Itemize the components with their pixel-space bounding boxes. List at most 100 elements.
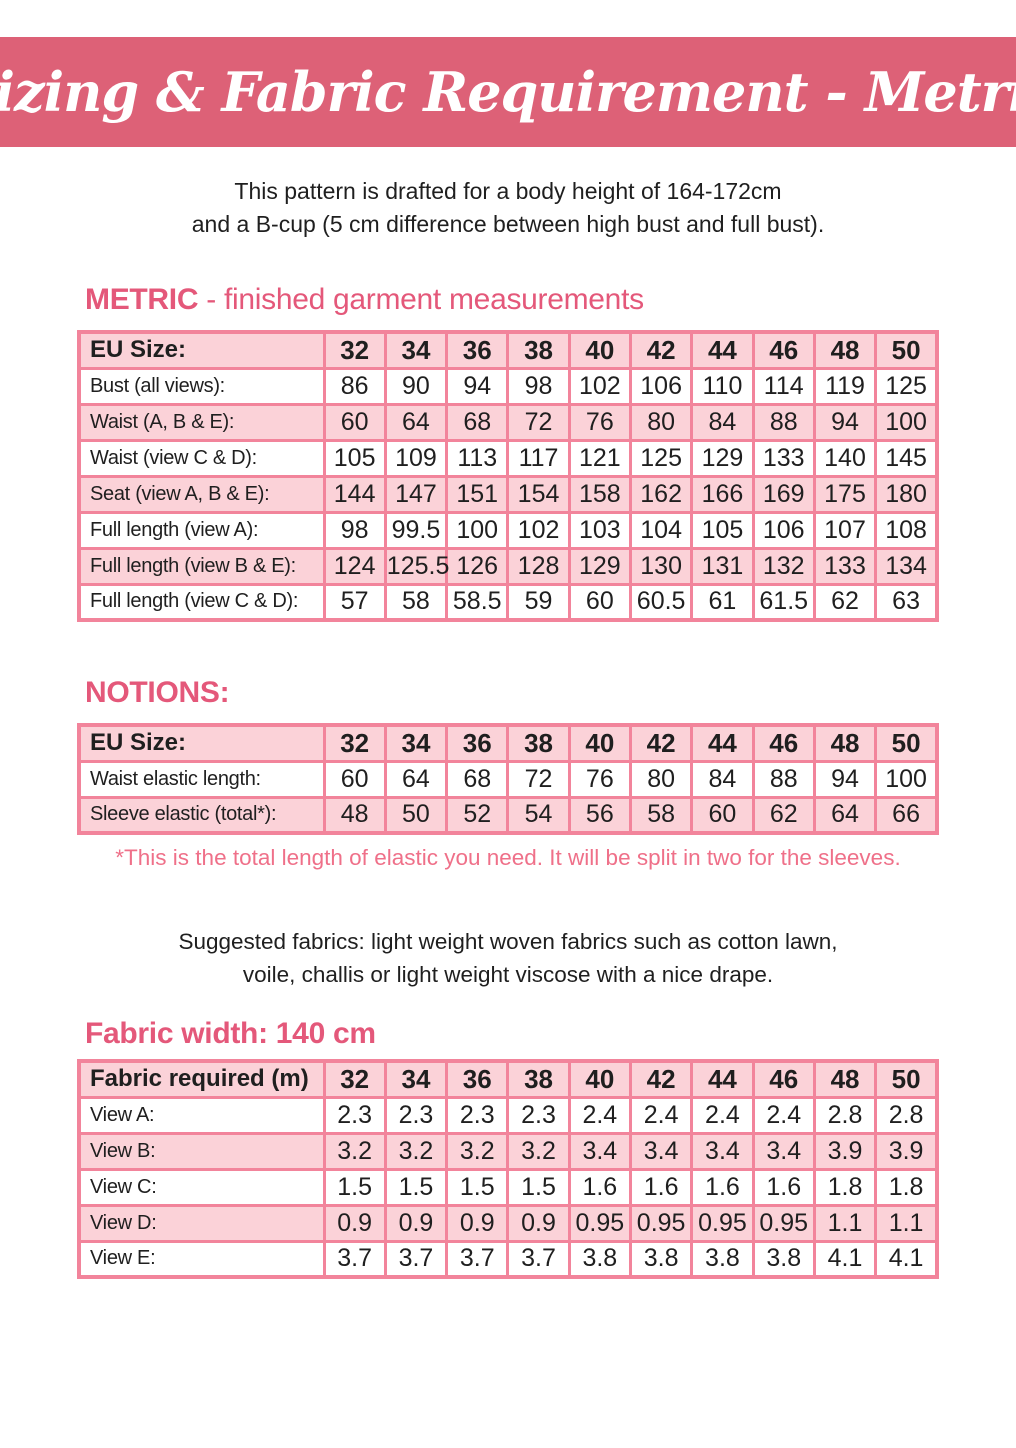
size-header-cell: 40	[567, 1059, 632, 1099]
size-header-cell: 44	[690, 723, 755, 763]
value-cell: 3.8	[690, 1239, 755, 1279]
value-cell: 147	[383, 474, 449, 514]
value-cell: 84	[690, 402, 755, 442]
value-cell: 88	[751, 759, 816, 799]
size-header-cell: 50	[874, 723, 939, 763]
value-cell: 63	[874, 582, 939, 622]
value-cell: 2.8	[812, 1095, 878, 1135]
table-row: Bust (all views): 86 90 94 98 102 106 110 114 119…	[77, 366, 939, 406]
value-cell: 1.6	[690, 1167, 755, 1207]
size-header-cell: 34	[383, 723, 449, 763]
value-cell: 60	[690, 795, 755, 835]
value-cell: 1.1	[874, 1203, 939, 1243]
value-cell: 113	[445, 438, 510, 478]
row-label: Waist elastic length:	[77, 759, 326, 799]
value-cell: 80	[628, 402, 694, 442]
table-row: Sleeve elastic (total*): 48 50 52 54 56 58 60 62…	[77, 795, 939, 835]
value-cell: 72	[506, 759, 571, 799]
value-cell: 3.2	[322, 1131, 387, 1171]
value-cell: 105	[322, 438, 387, 478]
table-row: View A: 2.3 2.3 2.3 2.3 2.4 2.4 2.4 2.4 2.8 2.8	[77, 1095, 939, 1135]
table-row: Seat (view A, B & E): 144 147 151 154 158 162 1…	[77, 474, 939, 514]
value-cell: 76	[567, 402, 632, 442]
value-cell: 68	[445, 402, 510, 442]
value-cell: 102	[567, 366, 632, 406]
suggested-fabrics-text: Suggested fabrics: light weight woven fa…	[77, 925, 939, 991]
size-header-cell: 34	[383, 330, 449, 370]
value-cell: 1.6	[567, 1167, 632, 1207]
value-cell: 61	[690, 582, 755, 622]
value-cell: 1.6	[751, 1167, 816, 1207]
table-header-label: Fabric required (m)	[77, 1059, 326, 1099]
content-area: METRIC - finished garment measurements E…	[77, 283, 939, 1279]
value-cell: 105	[690, 510, 755, 550]
value-cell: 4.1	[874, 1239, 939, 1279]
row-label: View D:	[77, 1203, 326, 1243]
size-header-cell: 42	[628, 723, 694, 763]
value-cell: 3.2	[383, 1131, 449, 1171]
value-cell: 126	[445, 546, 510, 586]
value-cell: 54	[506, 795, 571, 835]
table-row: View E: 3.7 3.7 3.7 3.7 3.8 3.8 3.8 3.8 4.1 4.1	[77, 1239, 939, 1279]
value-cell: 64	[383, 402, 449, 442]
metric-measurements-table: EU Size: 32 34 36 38 40 42 44 46 48 50 Bust (all vi…	[77, 330, 939, 622]
value-cell: 94	[812, 759, 878, 799]
row-label: View A:	[77, 1095, 326, 1135]
value-cell: 56	[567, 795, 632, 835]
fabric-required-table-grid: Fabric required (m) 32 34 36 38 40 42 44 46 48 50 V…	[77, 1059, 939, 1279]
row-label: Waist (view C & D):	[77, 438, 326, 478]
value-cell: 66	[874, 795, 939, 835]
value-cell: 166	[690, 474, 755, 514]
size-header-cell: 38	[506, 330, 571, 370]
page-title: Sizing & Fabric Requirement - Metric	[0, 60, 1016, 124]
value-cell: 133	[812, 546, 878, 586]
value-cell: 175	[812, 474, 878, 514]
value-cell: 125.5	[383, 546, 449, 586]
value-cell: 58	[383, 582, 449, 622]
value-cell: 140	[812, 438, 878, 478]
value-cell: 169	[751, 474, 816, 514]
value-cell: 109	[383, 438, 449, 478]
value-cell: 1.5	[383, 1167, 449, 1207]
value-cell: 0.95	[751, 1203, 816, 1243]
value-cell: 100	[874, 759, 939, 799]
metric-section-heading: METRIC - finished garment measurements	[85, 283, 939, 317]
value-cell: 2.3	[383, 1095, 449, 1135]
value-cell: 3.7	[383, 1239, 449, 1279]
value-cell: 3.4	[567, 1131, 632, 1171]
value-cell: 3.9	[874, 1131, 939, 1171]
value-cell: 131	[690, 546, 755, 586]
value-cell: 64	[812, 795, 878, 835]
value-cell: 3.7	[322, 1239, 387, 1279]
value-cell: 60.5	[628, 582, 694, 622]
value-cell: 58	[628, 795, 694, 835]
value-cell: 98	[322, 510, 387, 550]
size-header-cell: 50	[874, 330, 939, 370]
table-header-label: EU Size:	[77, 330, 326, 370]
suggested-fabrics-line-2: voile, challis or light weight viscose w…	[242, 962, 774, 987]
elastic-note: *This is the total length of elastic you…	[115, 845, 901, 870]
value-cell: 130	[628, 546, 694, 586]
value-cell: 48	[322, 795, 387, 835]
value-cell: 76	[567, 759, 632, 799]
size-header-cell: 36	[445, 330, 510, 370]
size-header-cell: 32	[322, 330, 387, 370]
value-cell: 94	[445, 366, 510, 406]
size-header-cell: 44	[690, 330, 755, 370]
value-cell: 80	[628, 759, 694, 799]
size-header-cell: 50	[874, 1059, 939, 1099]
value-cell: 68	[445, 759, 510, 799]
size-header-cell: 48	[812, 1059, 878, 1099]
value-cell: 0.9	[506, 1203, 571, 1243]
value-cell: 99.5	[383, 510, 449, 550]
table-row: View B: 3.2 3.2 3.2 3.2 3.4 3.4 3.4 3.4 3.9 3.9	[77, 1131, 939, 1171]
value-cell: 0.9	[383, 1203, 449, 1243]
value-cell: 59	[506, 582, 571, 622]
value-cell: 108	[874, 510, 939, 550]
value-cell: 106	[751, 510, 816, 550]
value-cell: 2.3	[445, 1095, 510, 1135]
value-cell: 2.4	[567, 1095, 632, 1135]
value-cell: 106	[628, 366, 694, 406]
size-header-cell: 42	[628, 330, 694, 370]
